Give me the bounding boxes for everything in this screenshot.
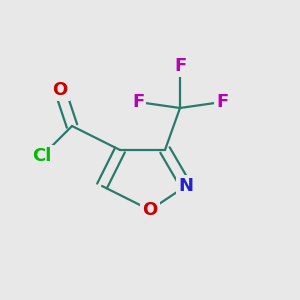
Text: F: F <box>132 93 144 111</box>
Text: F: F <box>216 93 228 111</box>
Text: N: N <box>178 177 194 195</box>
Text: F: F <box>174 57 186 75</box>
Text: O: O <box>52 81 68 99</box>
Text: O: O <box>142 201 158 219</box>
Text: Cl: Cl <box>32 147 52 165</box>
